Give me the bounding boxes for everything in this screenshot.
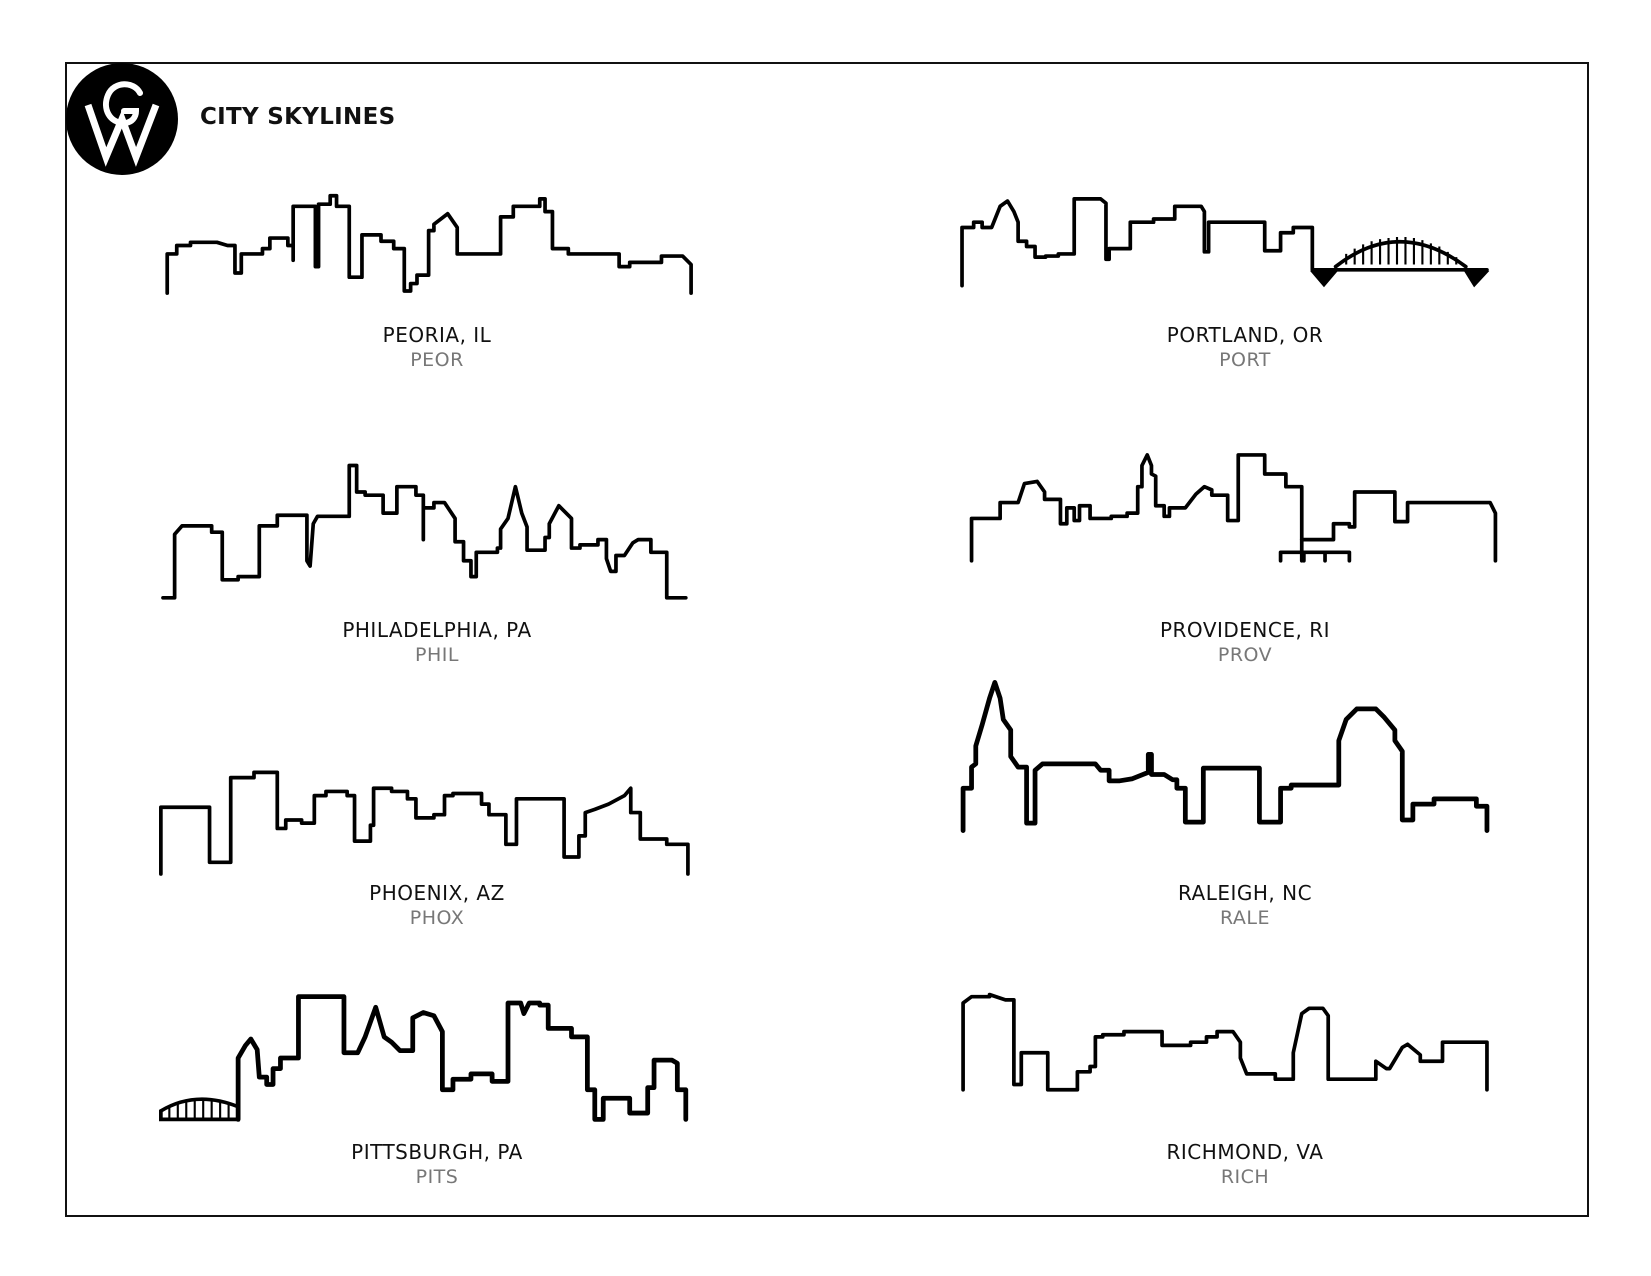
- city-name: PHILADELPHIA, PA: [342, 618, 532, 642]
- city-code: RICH: [1220, 1166, 1270, 1188]
- gw-logo: [66, 63, 178, 175]
- pittsburgh-skyline: [159, 994, 689, 1122]
- peoria-skyline: [165, 193, 693, 295]
- city-code: RALE: [1219, 907, 1271, 929]
- city-label-richmond: RICHMOND, VA RICH: [995, 1140, 1495, 1190]
- city-name: PORTLAND, OR: [1166, 323, 1324, 347]
- page-title: CITY SKYLINES: [200, 104, 396, 130]
- city-label-philadelphia: PHILADELPHIA, PA PHIL: [187, 618, 687, 668]
- city-label-pittsburgh: PITTSBURGH, PA PITS: [187, 1140, 687, 1190]
- city-name: PITTSBURGH, PA: [351, 1140, 523, 1164]
- phoenix-skyline: [159, 770, 690, 876]
- city-label-portland: PORTLAND, OR PORT: [995, 323, 1495, 373]
- raleigh-skyline: [960, 680, 1490, 833]
- city-label-phoenix: PHOENIX, AZ PHOX: [187, 881, 687, 931]
- page-border: [65, 62, 1589, 1217]
- city-name: RALEIGH, NC: [1177, 881, 1313, 905]
- city-code: PROV: [1217, 644, 1273, 666]
- city-code: PEOR: [410, 349, 464, 371]
- city-name: PEORIA, IL: [382, 323, 492, 347]
- providence-skyline: [969, 453, 1498, 563]
- city-code: PORT: [1219, 349, 1271, 371]
- city-code: PITS: [415, 1166, 459, 1188]
- city-label-providence: PROVIDENCE, RI PROV: [995, 618, 1495, 668]
- city-label-raleigh: RALEIGH, NC RALE: [995, 881, 1495, 931]
- city-code: PHOX: [409, 907, 465, 929]
- portland-skyline: [960, 197, 1490, 288]
- philadelphia-skyline: [161, 463, 688, 600]
- city-name: PHOENIX, AZ: [369, 881, 505, 905]
- richmond-skyline: [961, 992, 1489, 1092]
- city-name: RICHMOND, VA: [1166, 1140, 1324, 1164]
- city-name: PROVIDENCE, RI: [1159, 618, 1331, 642]
- city-code: PHIL: [415, 644, 459, 666]
- city-label-peoria: PEORIA, IL PEOR: [187, 323, 687, 373]
